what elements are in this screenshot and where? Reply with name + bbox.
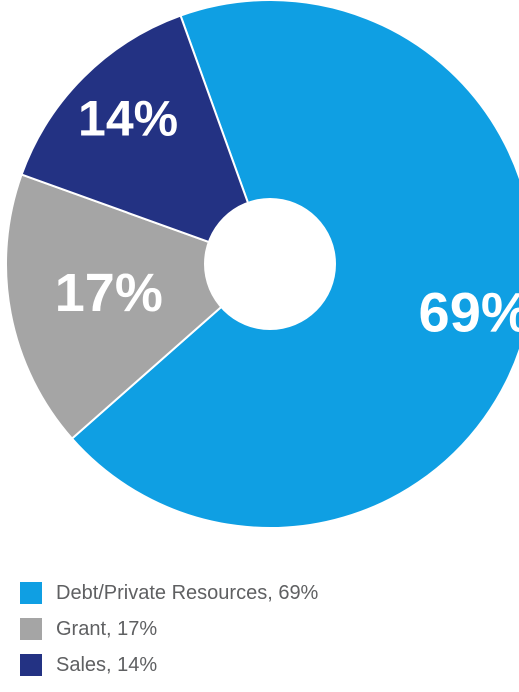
pie-labels: 69% 17% 14% <box>55 90 519 343</box>
chart-legend: Debt/Private Resources, 69% Grant, 17% Sal… <box>20 582 318 690</box>
legend-item-sales: Sales, 14% <box>20 654 318 676</box>
legend-label: Sales, 14% <box>56 653 158 676</box>
legend-swatch <box>20 654 42 676</box>
legend-item-debt-private-resources: Debt/Private Resources, 69% <box>20 582 318 604</box>
legend-item-grant: Grant, 17% <box>20 618 318 640</box>
legend-swatch <box>20 582 42 604</box>
slice-label-grant: 17% <box>55 263 163 323</box>
donut-chart: 69% 17% 14% <box>5 0 519 529</box>
pie-slice-sales <box>20 14 272 266</box>
legend-swatch <box>20 618 42 640</box>
slice-label-sales: 14% <box>78 90 178 146</box>
legend-label: Grant, 17% <box>56 617 158 640</box>
legend-label: Debt/Private Resources, 69% <box>56 581 319 604</box>
donut-hole <box>204 198 336 330</box>
slice-label-debt-private-resources: 69% <box>419 280 519 343</box>
